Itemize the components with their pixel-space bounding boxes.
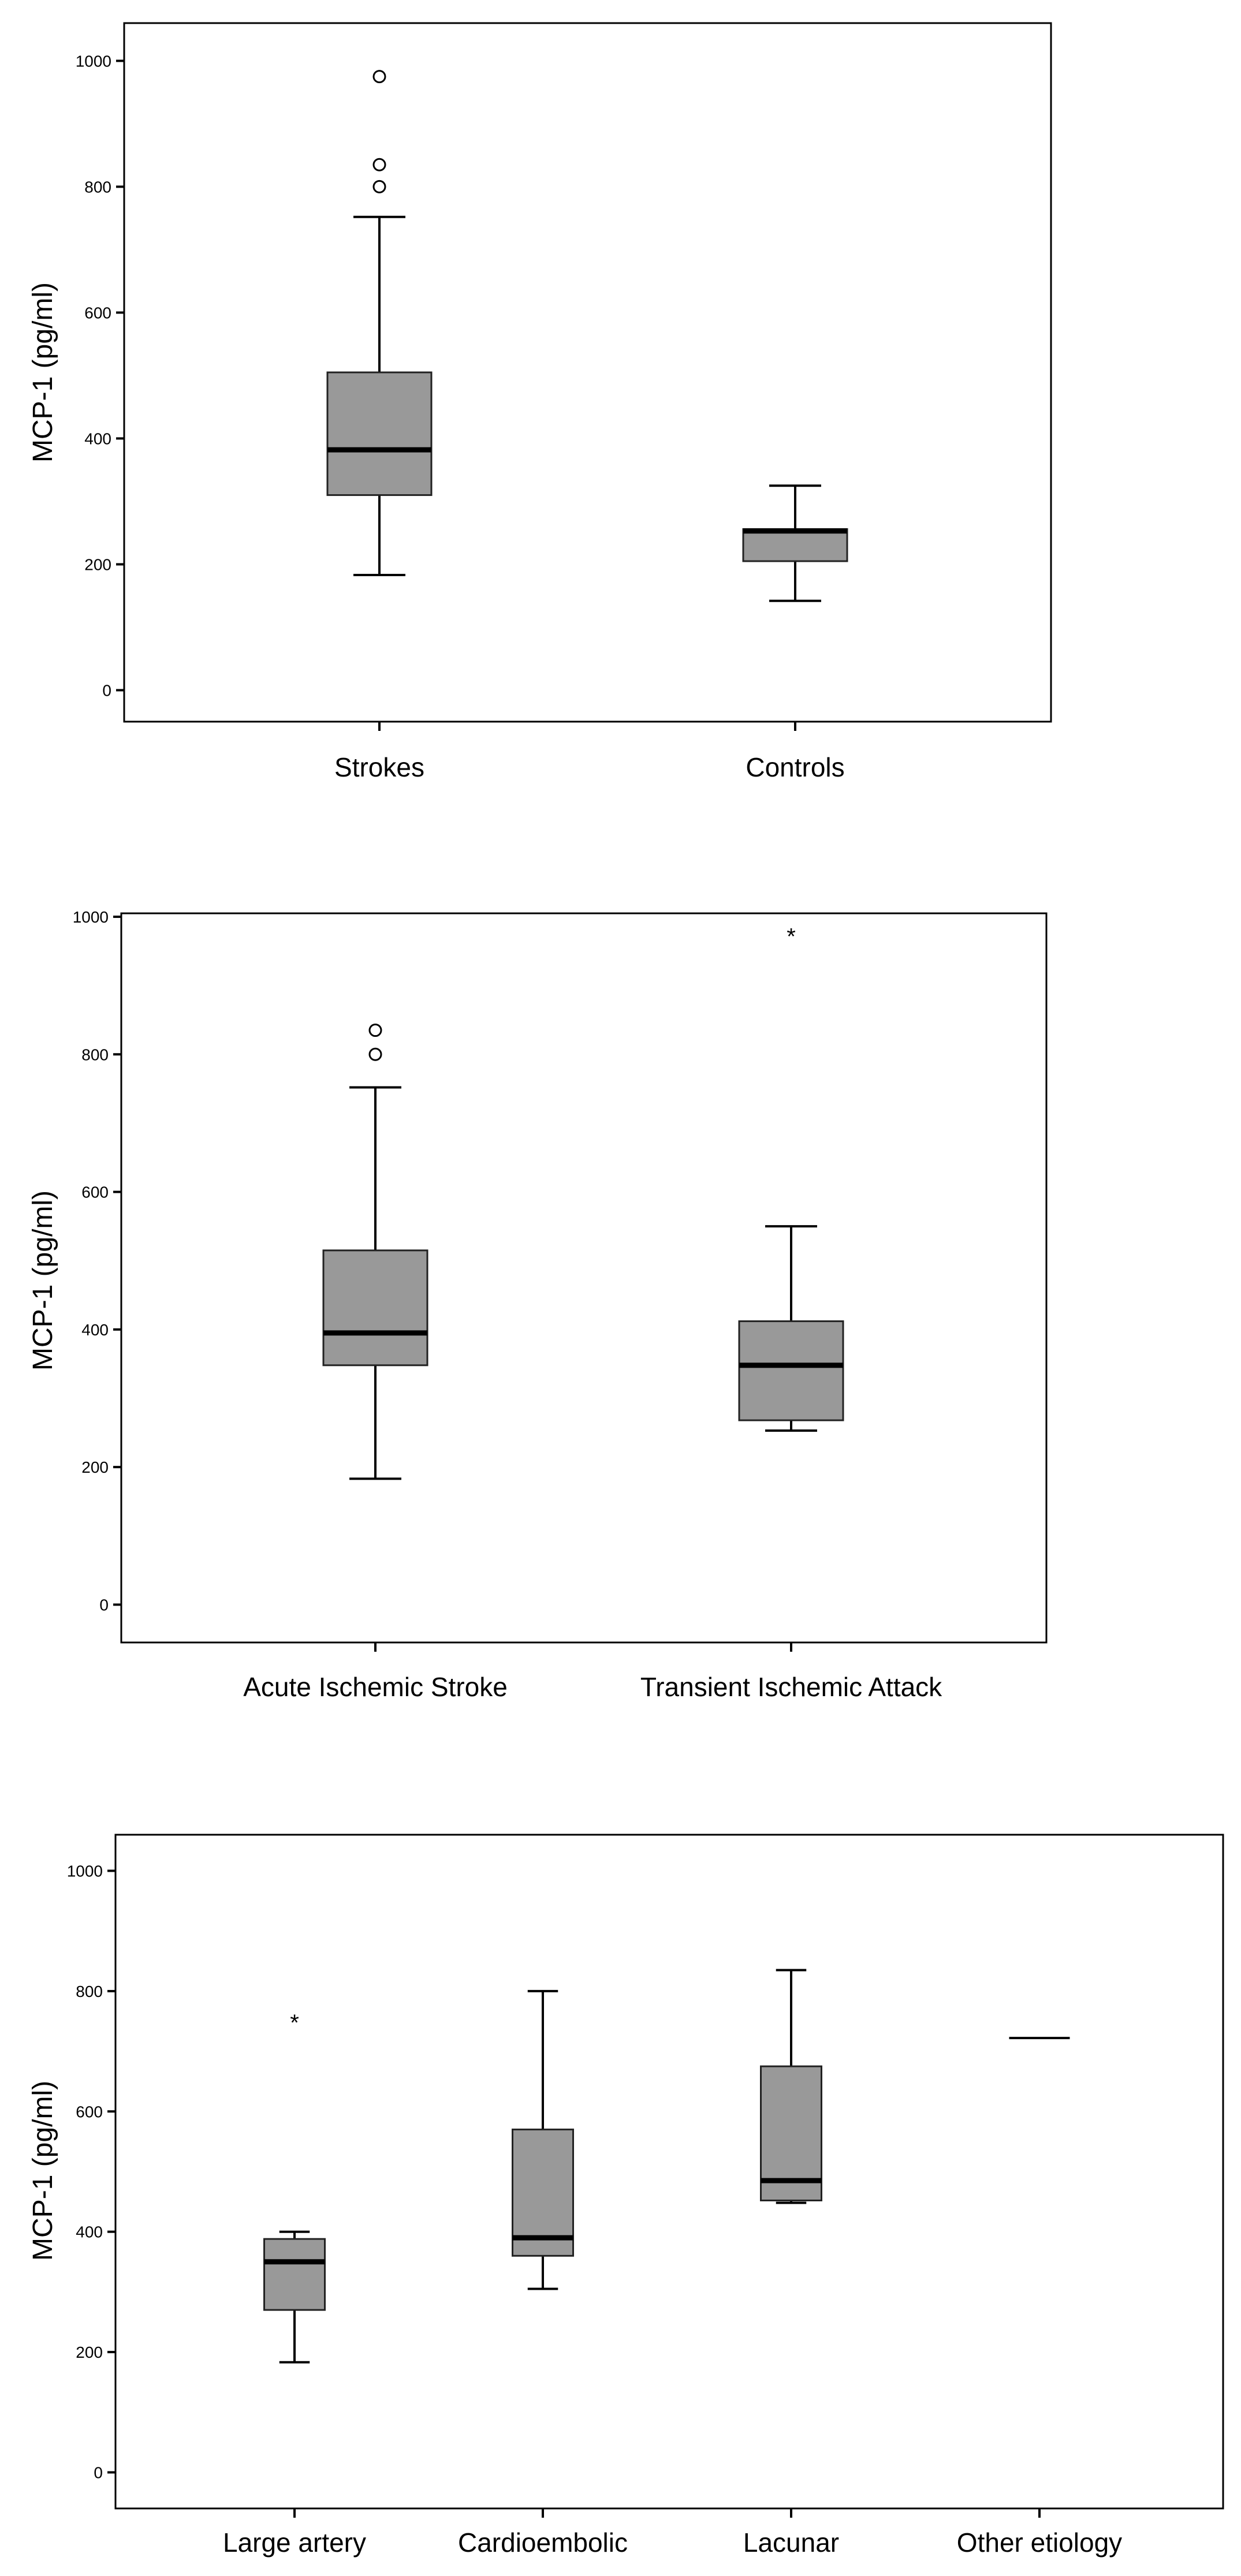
y-tick-label: 800 [76,1983,103,2000]
y-axis-label: MCP-1 (pg/ml) [28,282,58,462]
box-controls [742,484,848,602]
x-tick-label: Lacunar [743,2528,839,2558]
box-cardioembolic [512,1989,574,2290]
y-tick-label: 200 [84,555,111,573]
outlier-circle [368,1047,382,1061]
y-axis-label: MCP-1 (pg/ml) [28,2081,58,2261]
plot-area [123,22,1052,723]
y-tick-label: 0 [99,1596,109,1614]
y-tick-label: 1000 [76,52,111,70]
chart-panel-2: 0 200 400 600 800 1000 MCP-1 (pg/ml) Acute Isch… [28,908,1048,1702]
outlier-circle [372,70,386,84]
y-tick-label: 800 [84,178,111,196]
iqr-box [263,2238,326,2311]
outlier-circle [368,1024,382,1037]
outlier-circle [372,158,386,171]
outlier-star: * [787,924,796,950]
y-tick-label: 0 [102,681,111,699]
y-tick-label: 400 [81,1321,109,1339]
plot-area [120,912,1048,1644]
outlier-star: * [290,2010,299,2036]
x-tick-label: Acute Ischemic Stroke [243,1672,508,1702]
y-tick-label: 1000 [67,1862,103,1880]
x-tick-label: Strokes [334,752,424,782]
iqr-box [738,1320,844,1421]
iqr-box [512,2129,574,2257]
box-acute-ischemic-stroke [322,1024,428,1480]
x-tick-label: Transient Ischemic Attack [640,1672,942,1702]
iqr-box [326,371,433,496]
y-tick-label: 400 [76,2223,103,2241]
y-tick-label: 200 [76,2343,103,2361]
y-tick-label: 1000 [73,908,109,926]
box-lacunar [760,1969,822,2204]
y-tick-label: 600 [81,1184,109,1201]
y-tick-label: 0 [94,2463,103,2481]
plot-area [114,1834,1224,2510]
x-tick-label: Large artery [223,2528,366,2558]
iqr-box [742,528,848,562]
box-large-artery: * [263,2010,326,2364]
y-tick-label: 800 [81,1046,109,1063]
y-tick-label: 200 [81,1458,109,1476]
outlier-circle [372,180,386,193]
y-axis-label: MCP-1 (pg/ml) [28,1190,58,1371]
chart-panel-3: 0 200 400 600 800 1000 MCP-1 (pg/ml) Large arte… [28,1834,1224,2558]
x-tick-label: Controls [746,752,844,782]
box-transient-ischemic-attack: * [738,924,844,1432]
chart-panel-1: 0 200 400 600 800 1000 MCP-1 (pg/ml) Strokes Con… [28,22,1052,782]
y-tick-label: 600 [76,2103,103,2120]
y-tick-label: 600 [84,304,111,322]
x-tick-label: Other etiology [957,2528,1122,2558]
x-tick-label: Cardioembolic [458,2528,628,2558]
iqr-box [322,1249,428,1367]
y-tick-label: 400 [84,430,111,447]
box-strokes [326,70,433,577]
